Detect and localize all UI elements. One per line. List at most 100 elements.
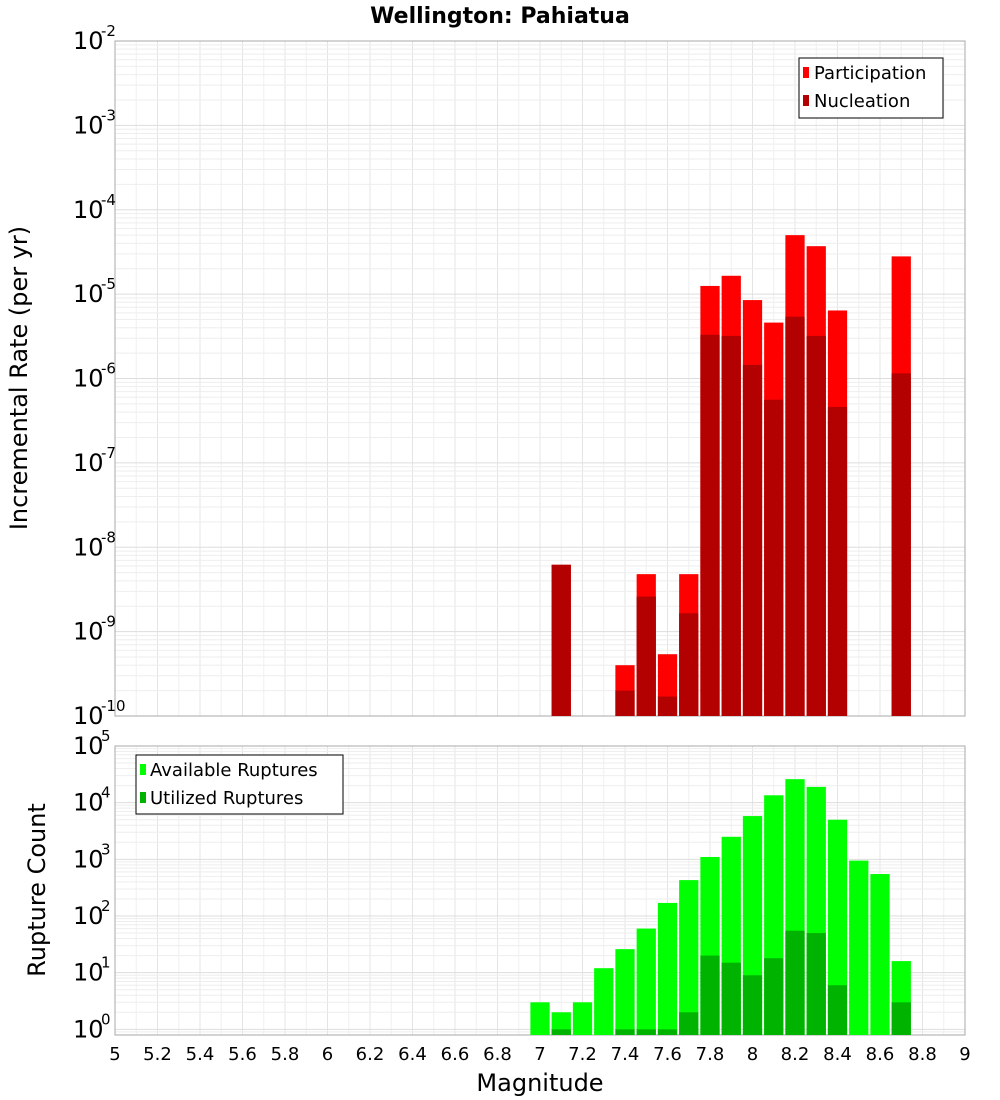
bar-nucleation: [657, 696, 678, 716]
y-tick-label: 10: [73, 196, 104, 224]
bar-nucleation: [891, 373, 911, 716]
bar-nucleation: [721, 335, 741, 716]
bar-nucleation: [615, 690, 635, 716]
legend-swatch-available: [140, 764, 146, 775]
x-tick-label: 8: [747, 1044, 758, 1065]
x-tick-label: 5.6: [228, 1044, 257, 1065]
y-tick-exponent: -9: [101, 613, 116, 631]
bar-utilized-ruptures: [742, 975, 763, 1035]
bar-available-ruptures: [679, 880, 699, 1035]
bar-nucleation: [764, 399, 784, 716]
bar-available-ruptures: [827, 819, 848, 1035]
legend-label-participation: Participation: [814, 63, 926, 84]
bar-available-ruptures: [636, 928, 656, 1035]
y-tick-exponent: -10: [101, 697, 126, 715]
bar-utilized-ruptures: [636, 1029, 656, 1035]
top-y-axis-label: Incremental Rate (per yr): [5, 226, 33, 530]
x-tick-label: 5.8: [271, 1044, 300, 1065]
bar-available-ruptures: [657, 902, 678, 1035]
y-tick-label: 10: [73, 27, 104, 55]
y-tick-label: 10: [73, 618, 104, 646]
y-tick-exponent: -7: [101, 444, 116, 462]
y-tick-exponent: 3: [101, 840, 111, 858]
top-grid: [115, 41, 965, 717]
bar-available-ruptures: [530, 1002, 550, 1035]
x-tick-label: 6.2: [356, 1044, 385, 1065]
x-tick-label: 7.4: [611, 1044, 640, 1065]
y-tick-exponent: 2: [101, 897, 111, 915]
bottom-y-axis-label: Rupture Count: [23, 803, 51, 977]
y-tick-exponent: -2: [101, 22, 116, 40]
x-axis-label: Magnitude: [476, 1069, 603, 1097]
y-tick-exponent: 4: [101, 784, 111, 802]
x-tick-label: 8.2: [781, 1044, 810, 1065]
y-tick-label: 10: [73, 702, 104, 730]
y-tick-label: 10: [73, 902, 104, 930]
top-legend: Participation Nucleation: [798, 57, 944, 119]
y-tick-exponent: -5: [101, 275, 116, 293]
x-tick-label: 6: [322, 1044, 333, 1065]
y-tick-label: 10: [73, 111, 104, 139]
bottom-bars: [530, 779, 911, 1035]
bar-utilized-ruptures: [806, 933, 826, 1035]
y-tick-exponent: -6: [101, 360, 116, 378]
x-tick-label: 8.4: [823, 1044, 852, 1065]
bar-available-ruptures: [615, 949, 635, 1035]
bar-available-ruptures: [572, 1002, 593, 1035]
y-tick-label: 10: [73, 732, 104, 760]
y-tick-label: 10: [73, 1015, 104, 1043]
legend-swatch-utilized: [140, 792, 146, 803]
bar-nucleation: [679, 613, 699, 716]
top-plot-frame: [114, 40, 966, 717]
bar-available-ruptures: [551, 1012, 571, 1035]
x-tick-label: 7.8: [696, 1044, 725, 1065]
bar-utilized-ruptures: [721, 962, 741, 1035]
bar-utilized-ruptures: [657, 1029, 678, 1035]
bar-nucleation: [551, 564, 571, 716]
x-tick-labels: 5 5.2 5.4 5.6 5.8 6 6.2 6.4 6.6 6.8 7 7.2 7.4 7.6 7.8 8…: [109, 1044, 970, 1065]
y-tick-exponent: 1: [101, 954, 111, 972]
x-tick-label: 5.2: [143, 1044, 172, 1065]
y-tick-exponent: -3: [101, 106, 116, 124]
bar-utilized-ruptures: [615, 1029, 635, 1035]
bar-nucleation: [806, 335, 826, 716]
bar-nucleation: [636, 596, 656, 716]
y-tick-label: 10: [73, 449, 104, 477]
bar-nucleation: [742, 364, 763, 716]
bar-nucleation: [700, 334, 720, 716]
x-tick-label: 7: [534, 1044, 545, 1065]
x-tick-label: 6.6: [441, 1044, 470, 1065]
top-bars: [551, 235, 911, 716]
x-tick-label: 5: [109, 1044, 120, 1065]
bar-utilized-ruptures: [700, 955, 720, 1035]
x-tick-label: 6.8: [483, 1044, 512, 1065]
bar-utilized-ruptures: [679, 1012, 699, 1035]
x-tick-label: 7.2: [568, 1044, 597, 1065]
y-tick-label: 10: [73, 959, 104, 987]
bottom-legend: Available Ruptures Utilized Ruptures: [135, 754, 344, 815]
x-tick-label: 6.4: [398, 1044, 427, 1065]
x-tick-label: 9: [959, 1044, 970, 1065]
y-tick-exponent: 5: [101, 727, 111, 745]
bar-utilized-ruptures: [891, 1002, 911, 1035]
legend-swatch-nucleation: [803, 95, 809, 106]
y-tick-label: 10: [73, 845, 104, 873]
bar-available-ruptures: [594, 968, 614, 1035]
legend-swatch-participation: [803, 67, 809, 78]
legend-label-available: Available Ruptures: [150, 760, 318, 781]
x-tick-label: 8.6: [866, 1044, 895, 1065]
top-y-tick-labels: 10-210-310-410-510-610-710-810-910-10: [73, 22, 126, 730]
x-tick-label: 7.6: [653, 1044, 682, 1065]
y-tick-label: 10: [73, 789, 104, 817]
x-tick-label: 8.8: [908, 1044, 937, 1065]
chart-title: Wellington: Pahiatua: [370, 4, 630, 29]
bar-utilized-ruptures: [785, 930, 805, 1035]
bottom-legend-box: [135, 754, 344, 815]
bar-available-ruptures: [849, 860, 869, 1035]
bar-utilized-ruptures: [764, 958, 784, 1035]
legend-label-nucleation: Nucleation: [814, 91, 910, 112]
x-tick-label: 5.4: [186, 1044, 215, 1065]
bar-nucleation: [785, 316, 805, 716]
